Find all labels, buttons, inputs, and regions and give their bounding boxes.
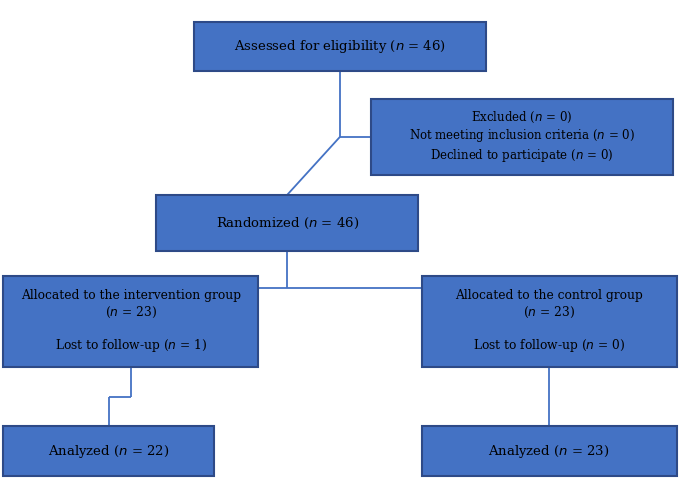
FancyBboxPatch shape <box>422 276 677 367</box>
Text: Randomized ($n$ = 46): Randomized ($n$ = 46) <box>216 215 359 231</box>
Text: Assessed for eligibility ($n$ = 46): Assessed for eligibility ($n$ = 46) <box>234 38 446 55</box>
Text: Excluded ($n$ = 0)
Not meeting inclusion criteria ($n$ = 0)
Declined to particip: Excluded ($n$ = 0) Not meeting inclusion… <box>409 110 635 164</box>
FancyBboxPatch shape <box>3 276 258 367</box>
FancyBboxPatch shape <box>422 426 677 476</box>
Text: Allocated to the intervention group
($n$ = 23)

Lost to follow-up ($n$ = 1): Allocated to the intervention group ($n$… <box>21 289 241 354</box>
Text: Analyzed ($n$ = 22): Analyzed ($n$ = 22) <box>48 443 169 459</box>
Text: Analyzed ($n$ = 23): Analyzed ($n$ = 23) <box>488 443 610 459</box>
FancyBboxPatch shape <box>156 195 418 251</box>
FancyBboxPatch shape <box>371 99 673 175</box>
Text: Allocated to the control group
($n$ = 23)

Lost to follow-up ($n$ = 0): Allocated to the control group ($n$ = 23… <box>455 289 643 354</box>
FancyBboxPatch shape <box>194 22 486 71</box>
FancyBboxPatch shape <box>3 426 214 476</box>
